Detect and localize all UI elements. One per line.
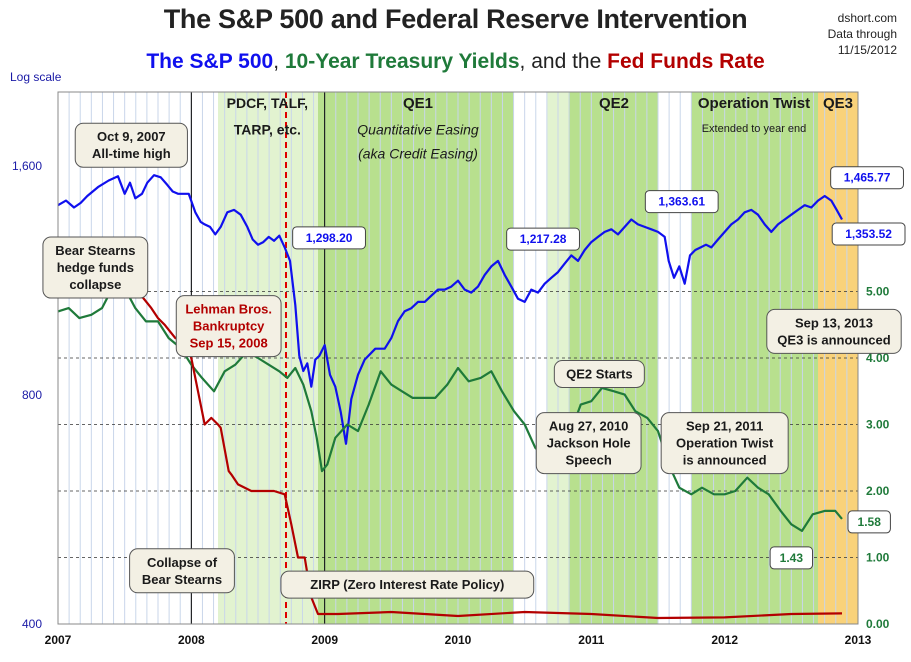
annotation-box <box>660 412 789 475</box>
data-label-box <box>644 190 719 214</box>
left-tick-label: 400 <box>22 617 42 631</box>
left-tick-label: 800 <box>22 388 42 402</box>
annotation-text: Sep 13, 2013 <box>795 315 873 330</box>
annotation-text: Oct 9, 2007 <box>97 129 166 144</box>
subtitle-separator-2: , and the <box>519 50 608 73</box>
annotation-text: Operation Twist <box>676 436 774 451</box>
data-label-box <box>506 227 580 251</box>
data-label-box <box>830 166 904 190</box>
data-label-box <box>847 510 891 534</box>
chart-subtitle: The S&P 500, 10-Year Treasury Yields, an… <box>0 50 911 74</box>
annotation-box <box>129 548 235 594</box>
right-tick-label: 1.00 <box>866 551 890 565</box>
annotation-text: Collapse of <box>147 555 218 570</box>
annotation-text: collapse <box>69 277 121 292</box>
data-label: 1,363.61 <box>658 195 705 209</box>
annotation-text: QE2 Starts <box>566 366 632 381</box>
region-label: TARP, etc. <box>234 122 301 138</box>
annotation-text: Bear Stearns <box>55 243 135 258</box>
annotation-text: ZIRP (Zero Interest Rate Policy) <box>310 577 504 592</box>
annotation-box <box>766 308 902 354</box>
region-label: QE2 <box>599 95 629 112</box>
data-label-box <box>769 546 814 570</box>
x-tick-label: 2007 <box>45 633 72 647</box>
annotation-text: is announced <box>683 453 767 468</box>
series-line-fedfunds <box>58 273 843 620</box>
annotation-box <box>280 570 535 599</box>
source-date: 11/15/2012 <box>837 43 897 57</box>
annotation-box <box>175 295 282 358</box>
x-tick-label: 2009 <box>311 633 338 647</box>
right-tick-label: 5.00 <box>866 285 890 299</box>
left-tick-label: 1,600 <box>12 159 42 173</box>
x-tick-label: 2011 <box>578 633 604 647</box>
right-tick-label: 3.00 <box>866 418 890 432</box>
region-label: (aka Credit Easing) <box>358 146 478 162</box>
data-label: 1,353.52 <box>845 227 892 241</box>
annotation-text: Bear Stearns <box>142 572 222 587</box>
annotation-text: QE3 is announced <box>777 332 890 347</box>
log-scale-label: Log scale <box>10 70 62 84</box>
region-label: QE1 <box>403 95 433 112</box>
data-label: 1,298.20 <box>306 231 353 245</box>
region-band <box>318 92 514 624</box>
data-label: 1.58 <box>858 515 882 529</box>
chart-title: The S&P 500 and Federal Reserve Interven… <box>163 4 748 34</box>
data-label: 1.43 <box>780 551 804 565</box>
x-tick-label: 2008 <box>178 633 205 647</box>
annotation-text: All-time high <box>92 146 171 161</box>
annotation-box <box>553 359 645 388</box>
right-tick-label: 0.00 <box>866 617 890 631</box>
region-label: QE3 <box>823 95 853 112</box>
data-label-box <box>831 222 906 246</box>
annotation-box <box>535 412 642 475</box>
source-site: dshort.com <box>837 11 897 25</box>
data-label: 1,465.77 <box>844 171 891 185</box>
region-label: Extended to year end <box>702 123 807 135</box>
annotation-box <box>42 236 149 299</box>
right-tick-label: 2.00 <box>866 484 890 498</box>
annotation-text: Speech <box>566 453 612 468</box>
plot-frame <box>57 91 859 625</box>
subtitle-fed-funds: Fed Funds Rate <box>607 50 765 73</box>
subtitle-separator-1: , <box>273 50 285 73</box>
annotation-text: Bankruptcy <box>193 319 265 334</box>
x-tick-label: 2010 <box>445 633 472 647</box>
data-label-box <box>292 226 366 250</box>
annotation-text: Aug 27, 2010 <box>549 419 629 434</box>
annotation-text: Sep 21, 2011 <box>686 419 763 434</box>
annotation-text: Jackson Hole <box>547 436 631 451</box>
series-line-sp500 <box>57 174 843 445</box>
annotation-text: Sep 15, 2008 <box>190 336 268 351</box>
annotation-box <box>74 122 188 168</box>
source-data-through: Data through <box>827 27 897 41</box>
annotation-text: Lehman Bros. <box>185 302 272 317</box>
region-label: Operation Twist <box>698 95 810 112</box>
subtitle-treasury: 10-Year Treasury Yields <box>284 50 520 73</box>
region-label: PDCF, TALF, <box>227 95 308 111</box>
subtitle-sp500: The S&P 500 <box>146 50 274 73</box>
region-label: Quantitative Easing <box>357 122 479 138</box>
x-tick-label: 2012 <box>711 633 738 647</box>
data-label: 1,217.28 <box>520 232 567 246</box>
right-tick-label: 4.00 <box>866 351 890 365</box>
annotation-text: hedge funds <box>57 260 134 275</box>
x-tick-label: 2013 <box>845 633 872 647</box>
source-note: dshort.com Data through 11/15/2012 <box>828 10 897 58</box>
